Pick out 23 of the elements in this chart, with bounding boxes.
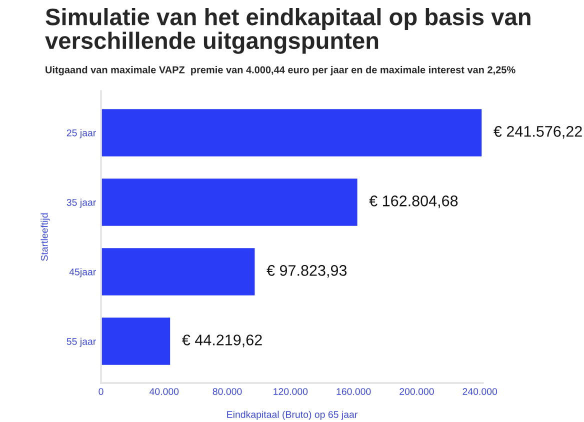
y-axis-title: Startleeftijd	[40, 213, 50, 261]
data-label: € 44.219,62	[182, 334, 262, 348]
y-tick-label: 35 jaar	[66, 198, 96, 208]
y-tick-label: 55 jaar	[66, 338, 96, 347]
x-tick-label: 200.000	[400, 388, 434, 395]
bar	[101, 108, 483, 158]
bar	[101, 316, 172, 366]
x-tick-label: 240.000	[462, 388, 498, 395]
chart-subtitle: Uitgaand van maximale VAPZ premie van 4.000,44 euro per jaar en de maximale interest van 2,25%	[46, 66, 516, 76]
x-tick-label: 40.000	[149, 388, 179, 395]
x-tick-label: 80.000	[212, 388, 242, 395]
data-label: € 97.823,93	[266, 265, 347, 278]
chart-title: Simulatie van het eindkapitaal op basis van verschillende uitgangspunten	[45, 8, 530, 54]
bar	[101, 246, 256, 297]
x-tick-label: 0	[98, 388, 104, 395]
x-tick-label: 160.000	[336, 388, 371, 395]
bar	[101, 177, 359, 228]
y-tick-label: 45jaar	[69, 268, 96, 278]
data-label: € 162.804,68	[369, 196, 458, 208]
x-tick-label: 120.000	[274, 388, 308, 395]
data-label: € 241.576,22	[494, 126, 582, 139]
x-axis-title: Eindkapitaal (Bruto) op 65 jaar	[227, 410, 358, 420]
y-tick-label: 25 jaar	[66, 129, 96, 138]
